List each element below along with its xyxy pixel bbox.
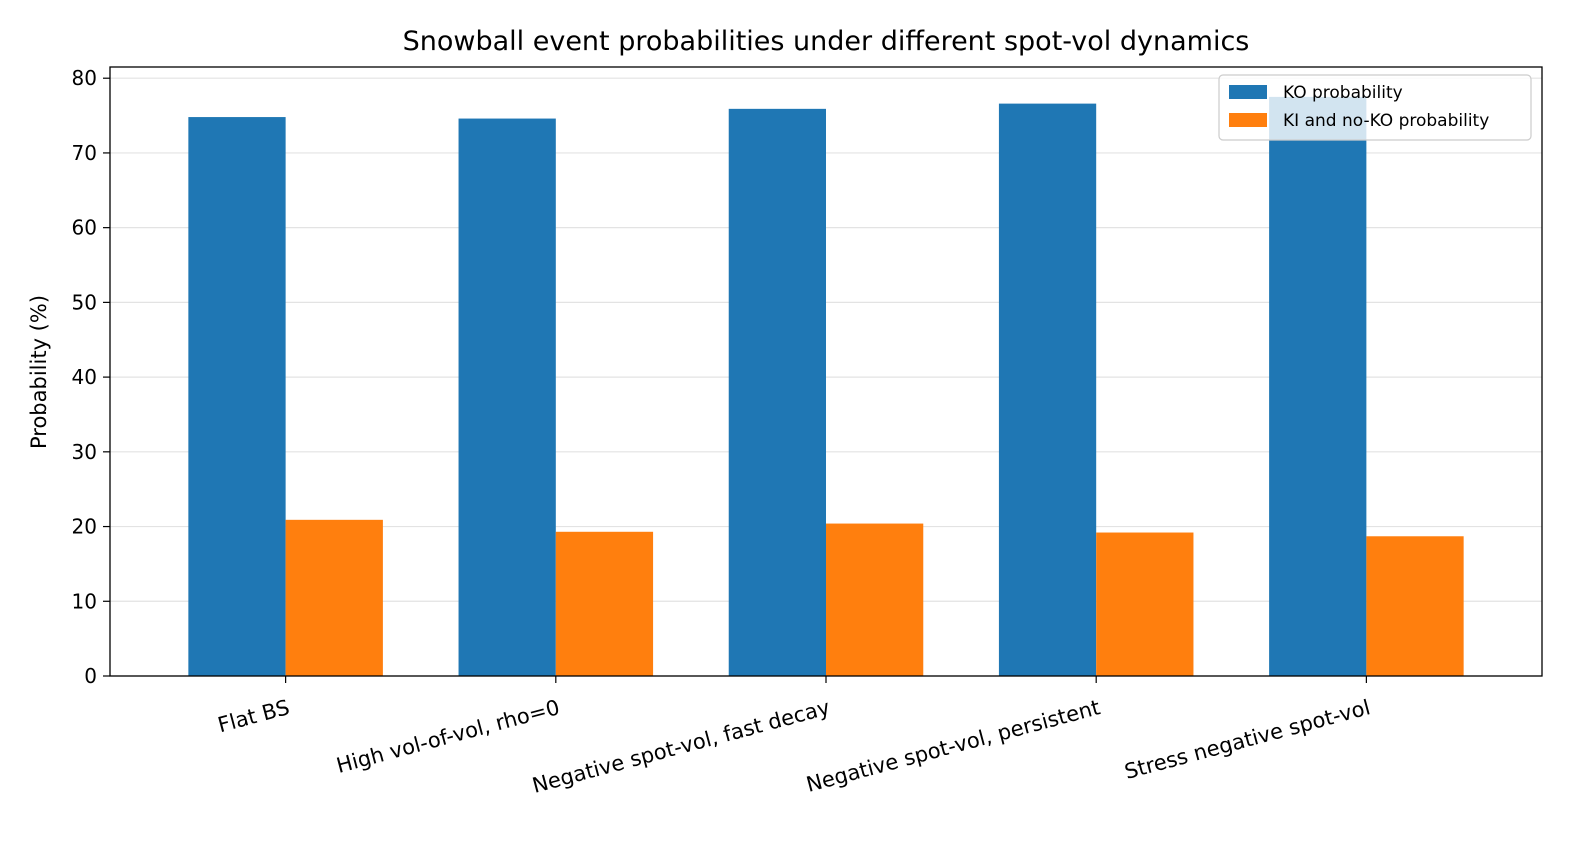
y-axis: 0 10 20 30 40 50 60 70 80 <box>72 66 110 688</box>
legend-label: KI and no-KO probability <box>1283 111 1489 131</box>
x-tick-label: High vol-of-vol, rho=0 <box>334 695 562 778</box>
y-tick-label: 0 <box>84 664 97 688</box>
chart-title: Snowball event probabilities under diffe… <box>403 26 1250 57</box>
y-axis-label: Probability (%) <box>27 295 51 449</box>
bar-ki-0 <box>285 519 383 676</box>
y-tick-label: 50 <box>72 290 97 314</box>
bar-ko-0 <box>188 117 286 676</box>
y-tick-label: 70 <box>72 141 97 165</box>
y-tick-label: 40 <box>72 365 97 389</box>
legend-label: KO probability <box>1283 83 1403 103</box>
y-tick-label: 80 <box>72 66 97 90</box>
x-tick-label: Negative spot-vol, fast decay <box>530 695 833 798</box>
legend-swatch <box>1229 113 1267 127</box>
legend-box <box>1218 74 1532 141</box>
bar-ko-1 <box>458 118 556 676</box>
bars <box>188 96 1464 676</box>
x-tick-label: Negative spot-vol, persistent <box>804 695 1103 797</box>
y-tick-label: 10 <box>72 589 97 613</box>
bar-ki-3 <box>1096 532 1194 676</box>
y-tick-label: 30 <box>72 440 97 464</box>
bar-ki-1 <box>555 531 654 676</box>
x-tick-label: Flat BS <box>215 695 292 737</box>
bar-ko-4 <box>1269 96 1367 676</box>
bar-ki-2 <box>826 523 924 676</box>
legend: KO probability KI and no-KO probability <box>1218 74 1532 141</box>
legend-swatch <box>1229 85 1267 99</box>
bar-ko-2 <box>728 108 826 676</box>
x-tick-label: Stress negative spot-vol <box>1122 695 1373 784</box>
y-tick-label: 60 <box>72 216 97 240</box>
y-tick-label: 20 <box>72 515 97 539</box>
bar-ko-3 <box>998 103 1097 676</box>
bar-ki-4 <box>1366 536 1464 676</box>
